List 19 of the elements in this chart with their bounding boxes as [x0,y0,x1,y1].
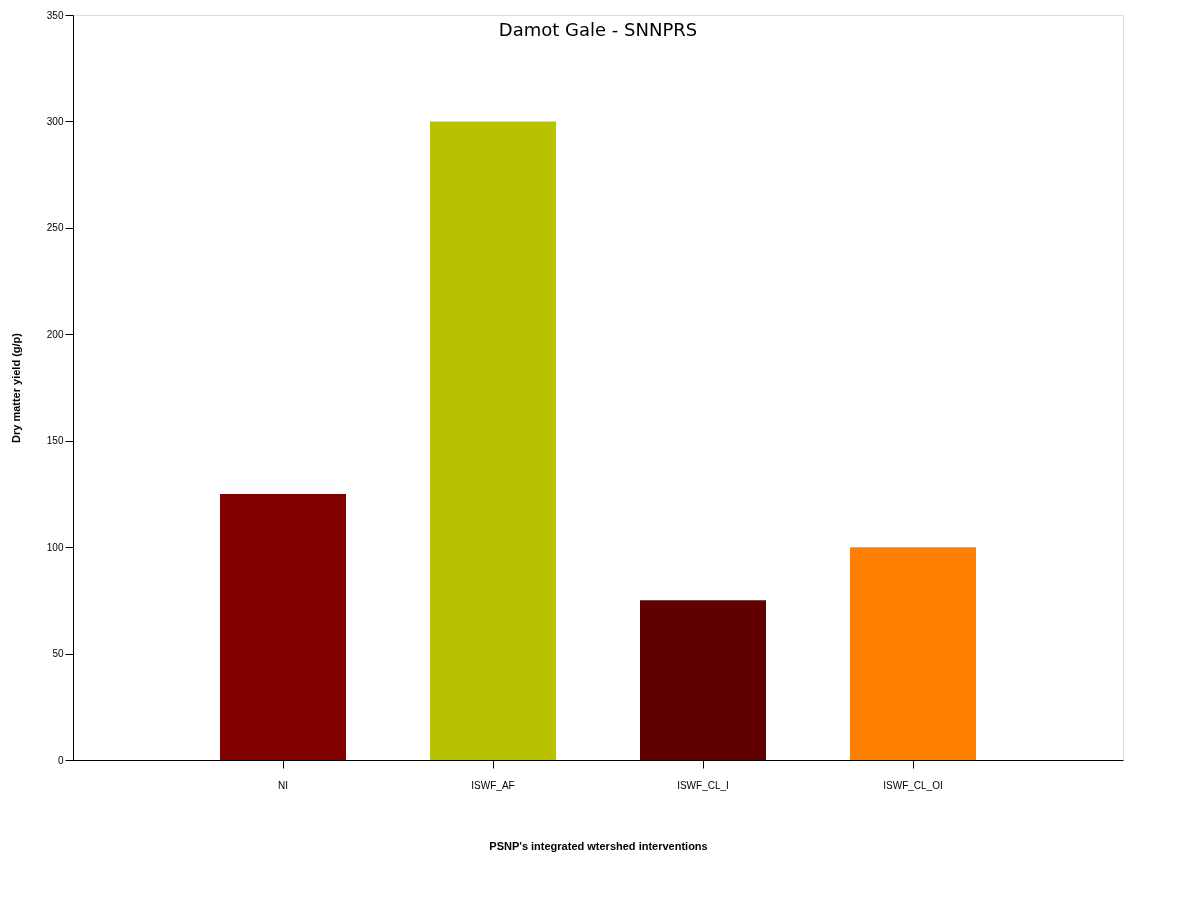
y-axis-title: Dry matter yield (g/p) [9,332,22,444]
y-tick-label: 300 [46,115,64,127]
y-tick-label: 250 [46,222,64,234]
y-tick-label: 0 [57,754,64,766]
x-tick-label: ISWF_CL_OI [883,779,943,791]
x-axis-title: PSNP's integrated wtershed interventions [489,839,708,852]
y-tick-label: 200 [46,328,64,340]
bar [430,121,556,760]
y-tick-label: 50 [52,648,64,660]
bar [640,600,766,760]
bar [220,493,346,760]
y-tick-label: 100 [46,541,64,553]
chart-title: Damot Gale - SNNPRS [498,19,698,40]
x-tick-label: NI [278,779,288,791]
bar [850,547,976,760]
x-tick-label: ISWF_AF [471,779,515,791]
x-tick-label: ISWF_CL_I [677,779,729,791]
y-tick-label: 150 [46,435,64,447]
y-tick-label: 350 [46,9,64,21]
